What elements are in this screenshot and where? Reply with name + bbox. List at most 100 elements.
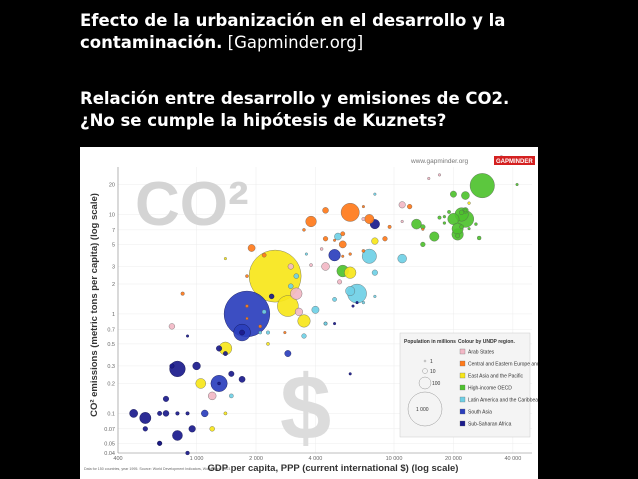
y-tick-label: 20 (109, 183, 115, 189)
country-bubble (129, 409, 138, 418)
country-bubble (304, 252, 308, 256)
country-bubble (427, 177, 431, 180)
country-bubble (340, 231, 346, 237)
country-bubble (245, 274, 249, 278)
country-bubble (223, 257, 227, 261)
country-bubble (266, 342, 270, 346)
country-bubble (429, 231, 440, 242)
country-bubble (185, 450, 190, 456)
country-bubble (332, 297, 337, 302)
country-bubble (217, 381, 221, 386)
legend-swatch (459, 420, 466, 427)
country-bubble (344, 266, 357, 279)
legend-size-circle (423, 359, 427, 363)
country-bubble (355, 301, 359, 305)
y-tick-label: 0.5 (107, 342, 115, 348)
country-bubble (333, 238, 337, 242)
country-bubble (341, 254, 345, 258)
country-bubble (169, 360, 186, 377)
country-bubble (288, 283, 294, 289)
legend-size-title: Population in millions (404, 339, 456, 345)
country-bubble (162, 410, 170, 417)
chart-canvas: CO² $ 400 1 000 2 000 4 000 10 000 20 000 40 0… (80, 147, 538, 479)
co2-watermark: CO² (135, 170, 249, 239)
y-tick-label: 0.04 (104, 451, 115, 457)
y-tick-label: 3 (112, 264, 115, 270)
legend-size-circle (418, 376, 432, 390)
y-tick-label: 0.07 (104, 427, 115, 433)
slide-subtitle-line-1: Relación entre desarrollo y emisiones de… (80, 89, 510, 108)
country-bubble (195, 378, 206, 389)
country-bubble (361, 205, 365, 209)
country-bubble (261, 309, 267, 315)
y-tick-label: 10 (109, 212, 115, 218)
country-bubble (515, 183, 519, 186)
legend-size-label: 1 (430, 359, 433, 365)
x-tick-label: 20 000 (445, 456, 462, 462)
country-bubble (238, 376, 246, 383)
country-bubble (309, 263, 313, 267)
country-bubble (284, 350, 292, 357)
country-bubble (283, 331, 287, 335)
legend-size-label: 100 (432, 381, 441, 387)
legend-size-circle (407, 391, 443, 427)
country-bubble (163, 395, 169, 402)
slide-title-source: [Gapminder.org] (222, 33, 364, 52)
country-bubble (361, 248, 377, 264)
legend-size-label: 1 000 (416, 407, 429, 413)
country-bubble (459, 224, 464, 230)
country-bubble (247, 244, 256, 252)
country-bubble (169, 363, 175, 369)
legend-region-label: High-income OECD (468, 385, 512, 391)
gapminder-logo (494, 156, 535, 165)
country-bubble (223, 351, 228, 356)
y-axis-title: CO² emissions (metric tons per capita) (… (89, 193, 100, 417)
legend-region-label: Sub-Saharan Africa (468, 421, 512, 427)
country-bubble (407, 204, 413, 210)
country-bubble (333, 322, 337, 326)
legend-regions: Arab States Central and Eastern Europe an… (459, 348, 538, 427)
country-bubble (311, 305, 320, 314)
country-bubble (447, 210, 451, 214)
country-bubble (442, 215, 446, 219)
legend-region-label: East Asia and the Pacific (468, 373, 524, 379)
x-tick-label: 10 000 (386, 456, 403, 462)
slide-title-line-1: Efecto de la urbanización en el desarrol… (80, 11, 506, 30)
country-bubble (297, 314, 311, 328)
slide-title-bold: contaminación. (80, 33, 223, 52)
country-bubble (209, 426, 215, 432)
country-bubble (258, 324, 263, 329)
country-bubble (319, 247, 324, 251)
country-bubble (239, 329, 245, 336)
country-bubble (321, 262, 330, 271)
country-bubble (192, 361, 201, 371)
country-bubble (373, 192, 377, 196)
y-tick-label: 2 (112, 282, 115, 288)
country-bubble (142, 426, 148, 432)
country-bubble (371, 269, 378, 276)
country-bubble (348, 372, 352, 376)
legend-region-label: Latin America and the Caribbean (468, 397, 538, 403)
country-bubble (437, 215, 442, 220)
country-bubble (248, 249, 302, 303)
dollar-watermark: $ (280, 357, 331, 459)
gapminder-logo-text: GAPMINDER (496, 159, 533, 165)
country-bubble (397, 253, 407, 264)
country-bubble (361, 249, 366, 253)
country-bubble (322, 236, 329, 242)
y-tick-label: 7 (112, 228, 115, 234)
country-bubble (185, 411, 190, 416)
co2-gdp-bubble-chart: CO² $ 400 1 000 2 000 4 000 10 000 20 000 40 0… (80, 147, 538, 479)
country-bubble (463, 208, 468, 213)
country-bubble (266, 330, 270, 335)
legend-region-label: Arab States (468, 349, 495, 355)
country-bubble (301, 333, 307, 339)
bubble-layer (129, 155, 519, 456)
slide-subtitle-line-2: ¿No se cumple la hipótesis de Kuznets? (80, 111, 447, 130)
legend-swatch (459, 372, 466, 379)
country-bubble (459, 209, 465, 215)
y-tick-label: 1 (112, 312, 115, 318)
country-bubble (258, 330, 262, 335)
x-axis-title: GDP per capita, PPP (current internation… (208, 463, 459, 474)
country-bubble (175, 411, 180, 416)
